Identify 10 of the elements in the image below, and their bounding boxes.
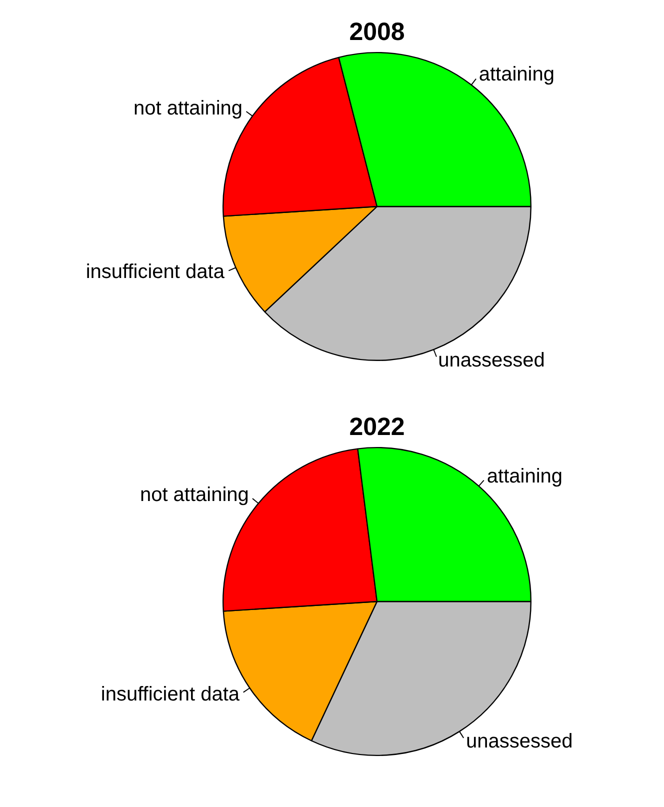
slice-label: unassessed bbox=[438, 350, 545, 372]
slice-label: not attaining bbox=[134, 97, 243, 120]
slice-label: unassessed bbox=[466, 730, 573, 752]
chart-title: 2022 bbox=[349, 412, 405, 441]
slice-label: attaining bbox=[478, 64, 554, 86]
slice-label: attaining bbox=[486, 465, 563, 488]
slice-label: not attaining bbox=[140, 484, 249, 506]
slice-label: insufficient data bbox=[100, 683, 240, 706]
slice-label: insufficient data bbox=[86, 261, 226, 284]
chart-title: 2008 bbox=[349, 18, 405, 46]
